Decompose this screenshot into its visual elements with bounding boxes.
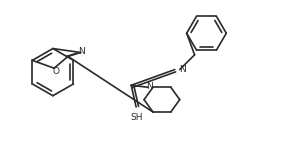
Text: SH: SH <box>130 113 142 122</box>
Text: N: N <box>78 47 85 56</box>
Text: O: O <box>52 67 60 76</box>
Text: N: N <box>147 82 153 91</box>
Text: N: N <box>179 65 185 74</box>
